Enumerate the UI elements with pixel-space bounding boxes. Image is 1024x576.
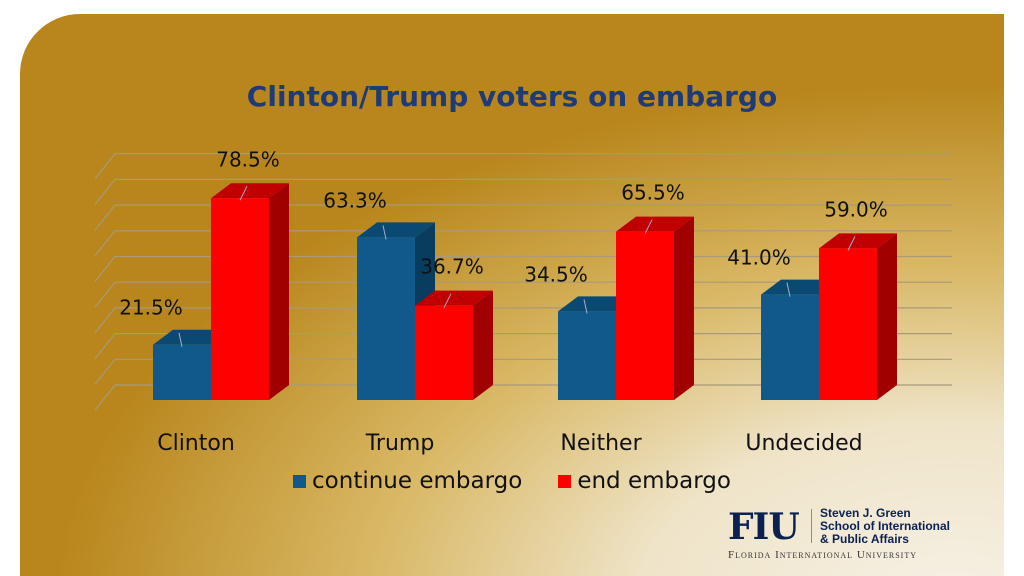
logo-school-line: School of International [820, 519, 951, 533]
bar-continue-embargo [357, 237, 415, 400]
data-label: 21.5% [119, 296, 183, 320]
grid-side [94, 281, 116, 308]
label-leader [786, 282, 791, 297]
data-label: 65.5% [621, 181, 685, 205]
bar-end-embargo [211, 198, 269, 400]
bar-top [616, 216, 694, 232]
label-leader [443, 293, 452, 308]
label-leader [644, 219, 653, 234]
label-leader [382, 225, 387, 240]
bar-continue-embargo [761, 294, 819, 400]
data-label: 59.0% [824, 197, 888, 221]
label-leader [178, 332, 183, 347]
bar-side [473, 290, 493, 400]
bar-end-embargo [819, 248, 877, 400]
data-label: 78.5% [216, 147, 280, 171]
chart-title: Clinton/Trump voters on embargo [246, 80, 778, 113]
category-label: Clinton [157, 431, 235, 456]
bar-end-embargo [415, 305, 473, 400]
legend: continue embargo end embargo [0, 468, 1024, 494]
legend-item-end: end embargo [558, 468, 731, 494]
label-leader [583, 299, 588, 314]
bar-end-embargo [616, 231, 674, 400]
grid-side [94, 179, 116, 205]
bar-continue-embargo [153, 344, 211, 400]
grid-side [94, 256, 116, 282]
bar-side [674, 216, 694, 400]
data-label: 34.5% [524, 262, 588, 286]
category-label: Undecided [745, 431, 862, 456]
label-leader [847, 236, 856, 251]
grid-side [94, 153, 116, 180]
bar-continue-embargo [558, 311, 616, 400]
logo-school: Steven J. Green School of International … [820, 507, 950, 546]
data-label: 36.7% [420, 255, 484, 279]
logo-university: Florida International University [728, 549, 917, 561]
legend-label: end embargo [577, 468, 731, 494]
grid-side [94, 384, 116, 411]
category-label: Trump [365, 431, 435, 456]
bar-top [357, 222, 435, 238]
grid-side [94, 204, 116, 231]
bar-side [269, 183, 289, 400]
data-label: 41.0% [727, 246, 791, 270]
bar-top [211, 183, 289, 199]
category-label: Neither [560, 431, 642, 456]
data-label: 63.3% [323, 188, 387, 212]
label-leader [239, 186, 248, 201]
bar-top [819, 233, 897, 249]
bar-top [415, 290, 493, 306]
legend-swatch [558, 474, 572, 488]
legend-label: continue embargo [312, 468, 523, 494]
logo-mark: FIU [728, 506, 800, 548]
legend-swatch [293, 474, 307, 488]
legend-item-continue: continue embargo [293, 468, 522, 494]
grid-side [94, 358, 116, 385]
grid-side [94, 333, 116, 359]
grid-side [94, 307, 116, 334]
fiu-logo: FIU Steven J. Green School of Internatio… [728, 507, 960, 563]
bar-side [877, 233, 897, 400]
logo-school-line: & Public Affairs [820, 532, 909, 546]
grid-side [94, 230, 116, 257]
logo-divider [811, 509, 812, 543]
logo-school-line: Steven J. Green [820, 506, 911, 520]
